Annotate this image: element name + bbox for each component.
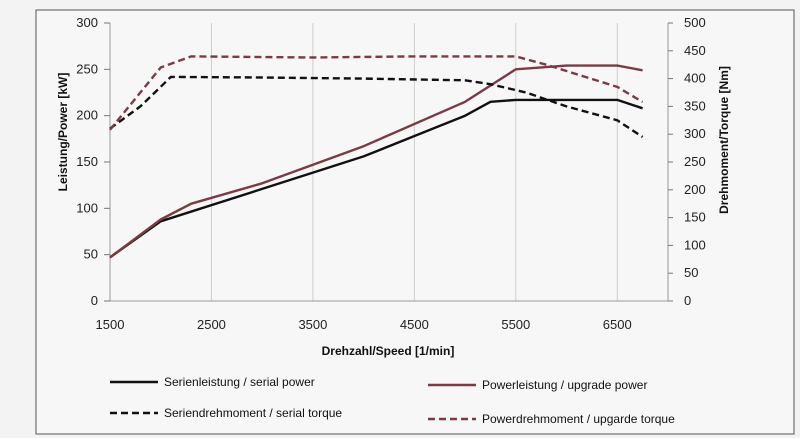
y-right-tick-label: 150 <box>684 210 706 225</box>
y-right-tick-label: 350 <box>684 98 706 113</box>
y-axis-right-title: Drehmoment/Torque [Nm] <box>717 66 731 214</box>
legend-label-3: Seriendrehmoment / serial torque <box>164 406 342 420</box>
y-right-tick-label: 300 <box>684 126 706 141</box>
figure-frame <box>36 10 794 434</box>
y-left-tick-label: 300 <box>76 15 98 30</box>
y-right-tick-label: 50 <box>684 265 698 280</box>
y-left-tick-label: 250 <box>76 61 98 76</box>
legend-label-2: Powerleistung / upgrade power <box>482 378 647 392</box>
legend-label-4: Powerdrehmoment / upgarde torque <box>482 412 675 426</box>
y-right-tick-label: 450 <box>684 43 706 58</box>
y-right-tick-label: 500 <box>684 15 706 30</box>
x-tick-label: 6500 <box>603 317 632 332</box>
y-right-tick-label: 400 <box>684 71 706 86</box>
y-right-tick-label: 200 <box>684 182 706 197</box>
engine-power-torque-chart: 0 50 100 150 200 250 300 0 50 100 150 200 250 300 350 4… <box>0 0 800 438</box>
x-tick-label: 4500 <box>400 317 429 332</box>
x-tick-label: 5500 <box>501 317 530 332</box>
y-left-tick-label: 100 <box>76 200 98 215</box>
x-tick-label: 2500 <box>197 317 226 332</box>
y-left-tick-label: 150 <box>76 154 98 169</box>
x-tick-label: 3500 <box>298 317 327 332</box>
y-left-tick-label: 0 <box>91 293 98 308</box>
x-tick-label: 1500 <box>96 317 125 332</box>
y-left-tick-label: 200 <box>76 108 98 123</box>
y-right-tick-label: 0 <box>684 293 691 308</box>
x-axis-title: Drehzahl/Speed [1/min] <box>322 344 455 358</box>
y-right-tick-label: 100 <box>684 237 706 252</box>
y-right-tick-label: 250 <box>684 154 706 169</box>
y-left-tick-label: 50 <box>84 247 98 262</box>
y-axis-left-title: Leistung/Power [kW] <box>56 73 70 192</box>
legend-label-1: Serienleistung / serial power <box>164 375 315 389</box>
